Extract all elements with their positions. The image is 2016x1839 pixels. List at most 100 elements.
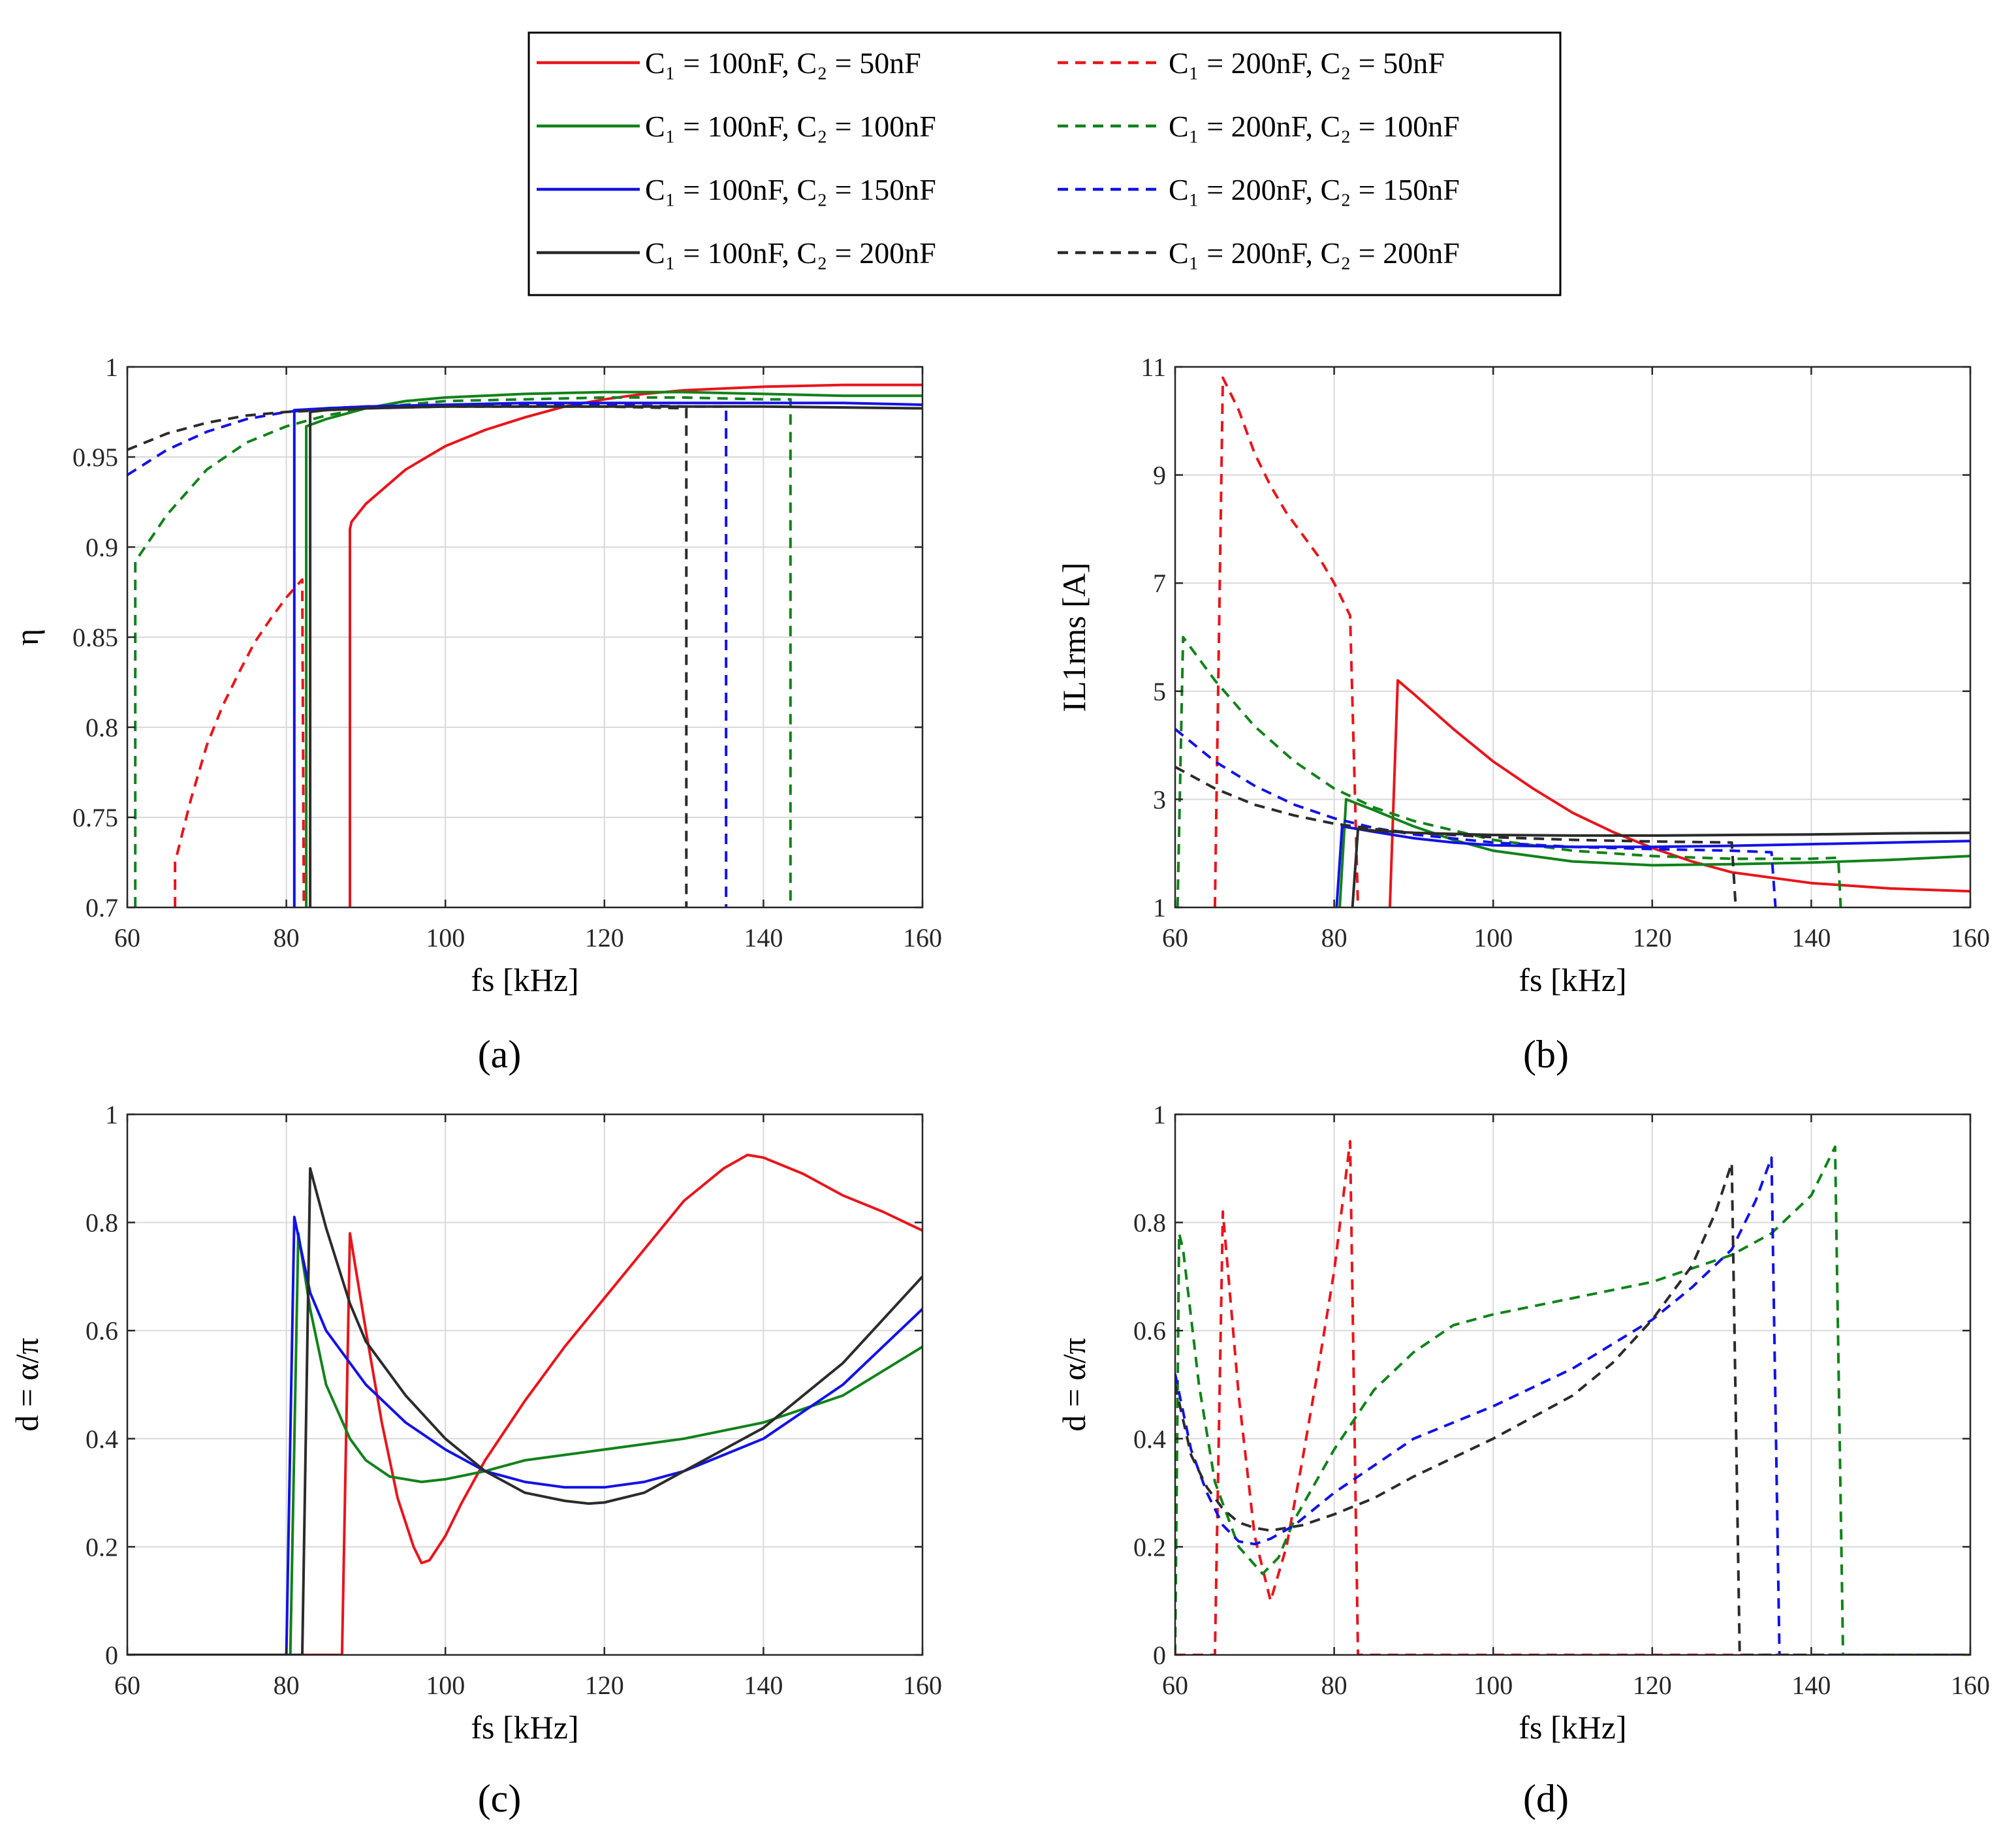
grid-b: [1175, 367, 1970, 907]
chart-panel-c: 60 80 100 120 140 160 0 0.2 0.4 0.6 0.8 1 fs [kHz] d …: [8, 1100, 942, 1820]
xtick-label-b-1: 80: [1321, 923, 1347, 952]
grid-c: [127, 1114, 922, 1655]
series-c-2: [127, 1232, 922, 1655]
x-axis-label-c: fs [kHz]: [471, 1709, 578, 1746]
ytick-label-d-0: 0: [1153, 1641, 1166, 1670]
chart-panel-d: 60 80 100 120 140 160 0 0.2 0.4 0.6 0.8 1 fs [kHz] d …: [1056, 1100, 1990, 1820]
xtick-label-d-2: 100: [1473, 1671, 1513, 1700]
y-axis-label-b: IL1rms [A]: [1056, 562, 1092, 712]
series-c-1: [127, 1154, 922, 1655]
series-a-8: [127, 405, 688, 907]
series-d-1: [1175, 1140, 1970, 1655]
xtick-label-b-4: 140: [1791, 923, 1831, 952]
series-d-2: [1175, 1145, 1970, 1655]
ytick-label-b-3: 7: [1153, 569, 1166, 598]
xtick-label-b-3: 120: [1633, 923, 1672, 952]
legend-box: [528, 31, 1562, 296]
ytick-label-c-1: 0.2: [86, 1532, 118, 1562]
x-axis-label-a: fs [kHz]: [471, 962, 578, 998]
ytick-label-c-3: 0.6: [86, 1316, 118, 1345]
ytick-label-c-4: 0.8: [86, 1208, 118, 1238]
series-a-1: [349, 383, 922, 907]
legend-label-1: C₁ = 100nF, C₂ = 50nF: [645, 46, 921, 80]
xtick-label-a-4: 140: [744, 923, 783, 952]
series-b-3: [1338, 798, 1970, 907]
legend-label-8: C₁ = 200nF, C₂ = 200nF: [1169, 236, 1460, 270]
ytick-label-c-2: 0.4: [86, 1424, 118, 1454]
xtick-label-c-1: 80: [274, 1671, 300, 1700]
xtick-label-b-0: 60: [1162, 923, 1188, 952]
xtick-label-d-0: 60: [1162, 1671, 1188, 1700]
series-group-a: [127, 383, 922, 907]
xtick-label-a-0: 60: [114, 923, 140, 952]
x-axis-label-b: fs [kHz]: [1519, 962, 1626, 998]
ytick-label-d-4: 0.8: [1133, 1208, 1166, 1238]
panel-label-a: (a): [478, 1033, 522, 1076]
ytick-label-a-1: 0.75: [72, 803, 118, 832]
xtick-label-a-3: 120: [585, 923, 624, 952]
legend-label-4: C₁ = 200nF, C₂ = 100nF: [1169, 110, 1460, 143]
ytick-label-a-5: 0.95: [72, 443, 118, 472]
xtick-label-d-1: 80: [1321, 1671, 1347, 1700]
axes-frame-c: [126, 1113, 924, 1656]
axes-frame-b: [1174, 366, 1972, 909]
ytick-label-b-5: 11: [1141, 353, 1166, 382]
series-group-c: [127, 1154, 922, 1655]
legend-label-5: C₁ = 100nF, C₂ = 150nF: [645, 173, 936, 206]
xtick-label-c-5: 160: [903, 1671, 942, 1700]
xtick-label-a-2: 100: [426, 923, 465, 952]
xtick-label-c-3: 120: [585, 1671, 624, 1700]
series-b-1: [1388, 679, 1970, 907]
ytick-label-b-0: 1: [1153, 893, 1166, 922]
ytick-label-a-0: 0.7: [86, 893, 118, 922]
series-b-6: [1175, 728, 1777, 907]
panel-label-c: (c): [478, 1777, 522, 1820]
y-axis-label-c: d = α/π: [8, 1338, 45, 1432]
ytick-label-d-3: 0.6: [1133, 1316, 1166, 1345]
ytick-label-d-2: 0.4: [1133, 1424, 1166, 1454]
grid-d: [1175, 1114, 1970, 1655]
y-axis-label-a: η: [8, 629, 45, 646]
ytick-label-d-1: 0.2: [1133, 1532, 1166, 1562]
xtick-label-c-0: 60: [114, 1671, 140, 1700]
series-d-4: [1175, 1161, 1970, 1655]
series-b-8: [1175, 765, 1737, 907]
series-b-7: [1351, 827, 1970, 907]
axes-frame-d: [1174, 1113, 1972, 1656]
series-d-3: [1175, 1156, 1970, 1655]
series-group-d: [1175, 1140, 1970, 1655]
ytick-label-d-5: 1: [1153, 1100, 1166, 1129]
ytick-label-a-3: 0.85: [72, 623, 118, 652]
xtick-label-a-1: 80: [274, 923, 300, 952]
xtick-label-d-4: 140: [1791, 1671, 1831, 1700]
panel-label-b: (b): [1523, 1033, 1569, 1076]
xtick-label-d-5: 160: [1951, 1671, 1990, 1700]
xtick-label-c-2: 100: [426, 1671, 465, 1700]
ytick-label-c-5: 1: [105, 1100, 118, 1129]
legend-label-6: C₁ = 200nF, C₂ = 150nF: [1169, 173, 1460, 206]
xtick-label-c-4: 140: [744, 1671, 783, 1700]
legend-label-7: C₁ = 100nF, C₂ = 200nF: [645, 236, 936, 270]
ytick-label-a-6: 1: [105, 353, 118, 382]
legend-label-3: C₁ = 100nF, C₂ = 100nF: [645, 110, 936, 143]
xtick-label-b-2: 100: [1473, 923, 1513, 952]
series-c-4: [127, 1167, 922, 1655]
ytick-label-b-2: 5: [1153, 677, 1166, 706]
ytick-label-a-2: 0.8: [86, 713, 118, 742]
xtick-label-d-3: 120: [1633, 1671, 1672, 1700]
series-b-2: [1213, 376, 1360, 907]
chart-panel-a: 60 80 100 120 140 160 0.7 0.75 0.8 0.85 0.9 0.95 1 fs…: [8, 353, 942, 1076]
series-group-b: [1175, 376, 1970, 907]
series-a-2: [174, 578, 306, 907]
series-b-4: [1176, 636, 1842, 907]
xtick-label-b-5: 160: [1951, 923, 1990, 952]
ytick-label-b-1: 3: [1153, 785, 1166, 814]
legend: C₁ = 100nF, C₂ = 50nF C₁ = 200nF, C₂ = 50…: [528, 31, 1562, 296]
ytick-label-b-4: 9: [1153, 461, 1166, 490]
legend-label-2: C₁ = 200nF, C₂ = 50nF: [1169, 46, 1445, 80]
panel-label-d: (d): [1523, 1777, 1569, 1820]
xtick-label-a-5: 160: [903, 923, 942, 952]
ytick-label-a-4: 0.9: [86, 533, 118, 562]
